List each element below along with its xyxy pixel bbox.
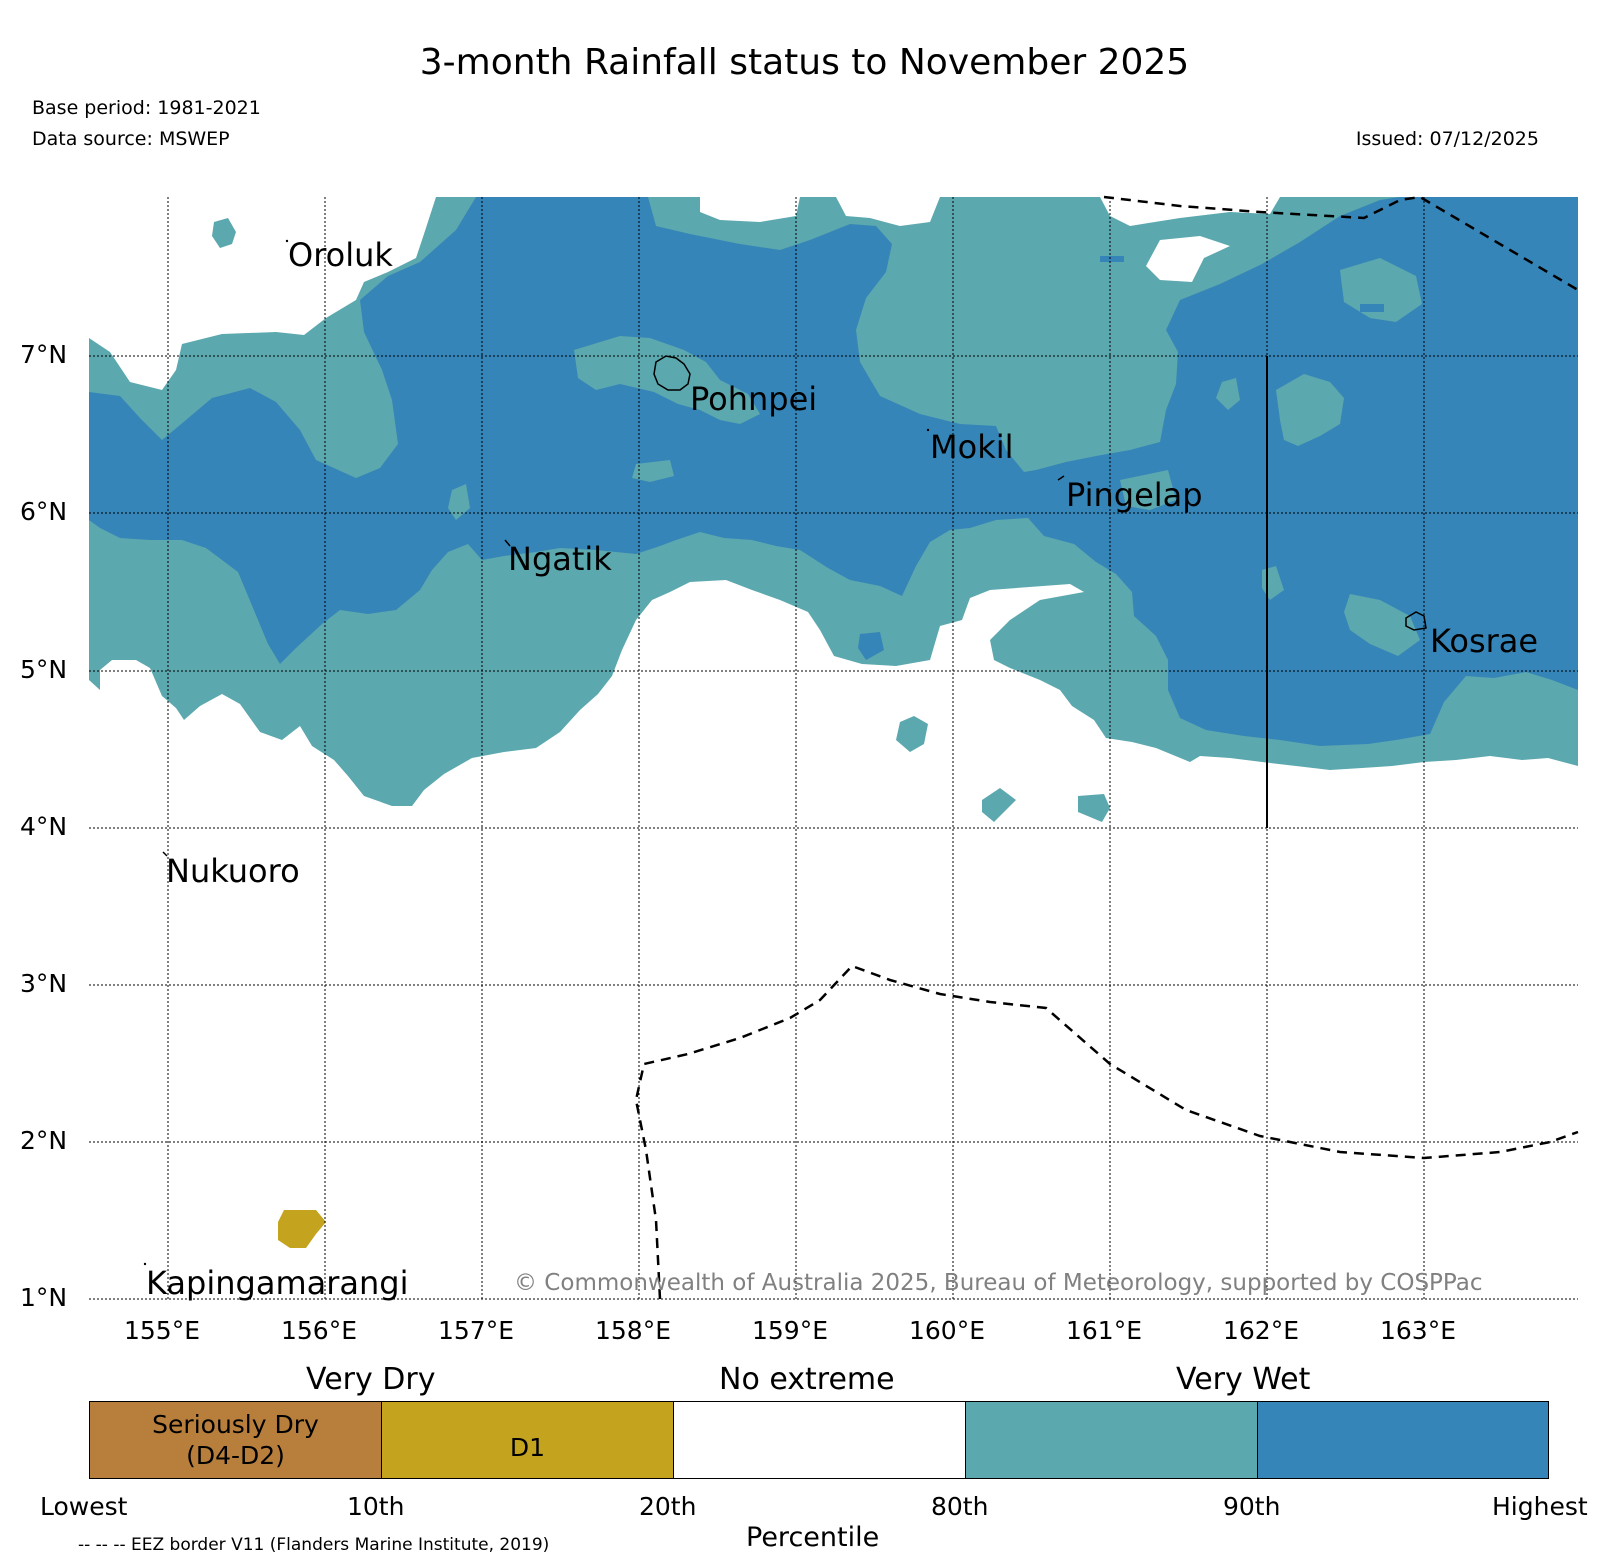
pohnpei-island [653, 355, 691, 391]
colorbar-tick: Lowest [40, 1492, 128, 1521]
copyright-notice: © Commonwealth of Australia 2025, Bureau… [514, 1270, 1483, 1296]
lon-label: 155°E [124, 1316, 201, 1345]
lon-label: 157°E [438, 1316, 515, 1345]
lon-label: 156°E [281, 1316, 358, 1345]
colorbar-highest [1257, 1401, 1549, 1479]
very-wet-patch [982, 788, 1016, 822]
mokil-island [926, 428, 930, 432]
colorbar-seriously-dry: Seriously Dry (D4-D2) [89, 1401, 382, 1479]
lat-label: 2°N [20, 1126, 68, 1155]
base-period: Base period: 1981-2021 [32, 97, 261, 119]
colorbar-tick: Highest [1492, 1492, 1588, 1521]
lon-label: 159°E [752, 1316, 829, 1345]
lat-label: 4°N [20, 812, 68, 841]
colorbar-header-no-extreme: No extreme [719, 1362, 895, 1397]
ngatik-island [504, 539, 511, 547]
label-kapingamarangi: Kapingamarangi [146, 1264, 409, 1302]
colorbar-header-very-wet: Very Wet [1176, 1362, 1311, 1397]
label-oroluk: Oroluk [288, 236, 393, 274]
colorbar-very-wet [965, 1401, 1258, 1479]
colorbar-tick: 90th [1223, 1492, 1281, 1521]
highest-patch [858, 632, 884, 660]
no-extreme-gap [836, 197, 940, 226]
pingelap-island [1057, 475, 1065, 481]
lat-label: 7°N [20, 340, 68, 369]
kapingamarangi-island [143, 1262, 147, 1266]
label-pohnpei: Pohnpei [690, 380, 818, 418]
no-extreme-gap [700, 197, 800, 222]
data-source: Data source: MSWEP [32, 128, 230, 150]
lon-label: 158°E [595, 1316, 672, 1345]
lon-label: 162°E [1223, 1316, 1300, 1345]
lat-label: 6°N [20, 497, 68, 526]
no-extreme-gap [1100, 197, 1280, 226]
eez-border [634, 195, 1579, 1300]
highest-patch [1100, 256, 1124, 262]
lon-label: 161°E [1066, 1316, 1143, 1345]
colorbar-d1: D1 [381, 1401, 674, 1479]
very-wet-patch [632, 460, 674, 482]
very-wet-patch [1276, 374, 1344, 446]
colorbar-header-very-dry: Very Dry [306, 1362, 436, 1397]
very-wet-patch [1120, 470, 1176, 510]
lat-label: 5°N [20, 655, 68, 684]
very-wet-patch [896, 716, 928, 752]
very-wet-patch [1344, 594, 1420, 656]
label-nukuoro: Nukuoro [166, 852, 300, 890]
kosrae-island [1405, 611, 1427, 631]
colorbar-tick: 80th [931, 1492, 989, 1521]
oroluk-island [285, 239, 289, 243]
label-ngatik: Ngatik [508, 540, 612, 578]
lat-label: 1°N [20, 1283, 68, 1312]
highest-patch [1360, 304, 1384, 312]
no-extreme-gap [1146, 236, 1230, 282]
very-wet-patch [574, 336, 760, 424]
very-wet-patch [1216, 378, 1240, 410]
very-wet-patch [448, 484, 470, 520]
lon-label: 160°E [909, 1316, 986, 1345]
eez-legend: -- -- -- EEZ border V11 (Flanders Marine… [78, 1535, 550, 1555]
lat-label: 3°N [20, 969, 68, 998]
colorbar-tick: 20th [639, 1492, 697, 1521]
issued-date: Issued: 07/12/2025 [1355, 128, 1539, 150]
very-wet-patch [212, 218, 236, 248]
colorbar-xlabel: Percentile [746, 1522, 880, 1553]
colorbar-tick: 10th [347, 1492, 405, 1521]
label-kosrae: Kosrae [1430, 622, 1539, 660]
d1-dry-patch [278, 1210, 326, 1248]
label-mokil: Mokil [930, 428, 1014, 466]
nukuoro-island [162, 851, 168, 857]
highest-region [89, 197, 1578, 746]
colorbar-no-extreme [673, 1401, 966, 1479]
label-pingelap: Pingelap [1066, 476, 1203, 514]
map-title: 3-month Rainfall status to November 2025 [419, 42, 1190, 83]
lon-label: 163°E [1380, 1316, 1457, 1345]
very-wet-patch [1078, 794, 1110, 822]
